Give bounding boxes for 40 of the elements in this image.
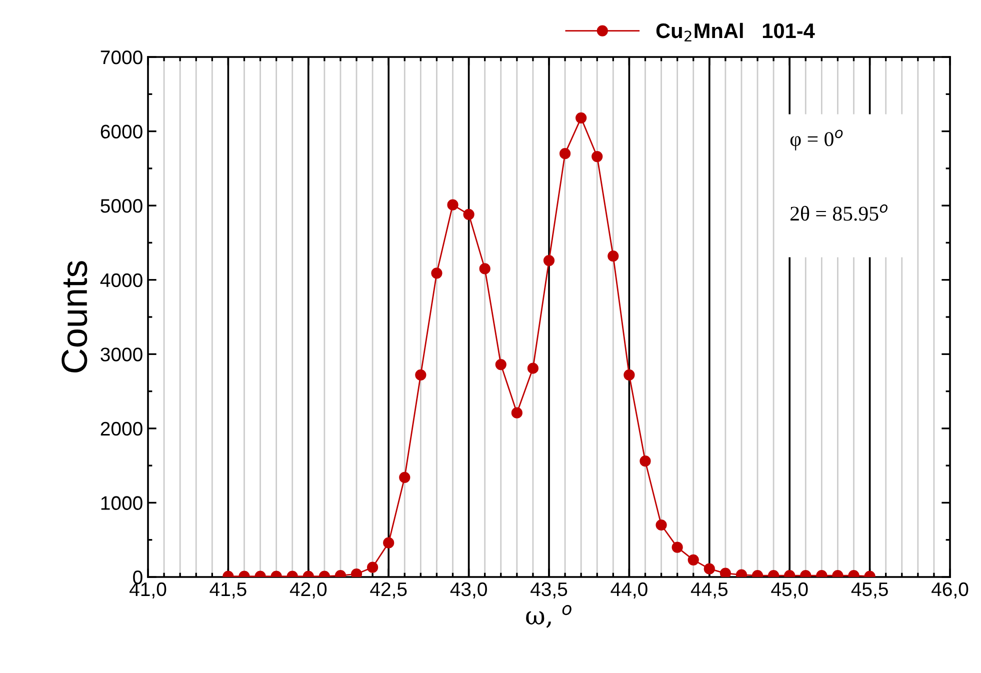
- x-tick-label: 44,5: [690, 582, 728, 598]
- x-tick-label: 43,0: [450, 582, 487, 598]
- y-tick-label: 5000: [100, 199, 142, 213]
- x-tick-label: 43,5: [530, 582, 568, 598]
- x-tick-label: 41,5: [210, 582, 246, 598]
- x-tick-label: 45,0: [771, 582, 808, 598]
- y-tick-label: 0: [133, 570, 142, 584]
- point: [543, 254, 555, 266]
- point: [463, 208, 474, 220]
- legend-label: Cu$_{2}$MnAl 101-4: [656, 22, 815, 42]
- point: [592, 150, 603, 162]
- point: [431, 268, 442, 279]
- x-tick-label: 45,5: [851, 582, 888, 598]
- point: [576, 112, 587, 124]
- y-tick-label: 6000: [100, 124, 142, 139]
- annotation: φ = 0$^{o}$: [790, 130, 843, 150]
- x-tick-label: 42,0: [290, 582, 327, 598]
- point: [447, 199, 458, 210]
- point: [608, 250, 619, 262]
- y-axis-title: Counts: [62, 261, 88, 372]
- point: [415, 369, 426, 380]
- x-tick-label: 41,0: [130, 582, 166, 598]
- x-axis-title: ω, $^{o}$: [526, 605, 572, 628]
- point: [479, 263, 490, 274]
- point: [350, 568, 362, 577]
- annotation: 2θ = 85.95$^{o}$: [790, 204, 888, 221]
- x-tick-label: 44,0: [610, 582, 648, 598]
- y-tick-label: 3000: [100, 348, 142, 362]
- point: [511, 407, 522, 418]
- point: [527, 362, 539, 374]
- point: [495, 358, 506, 370]
- x-tick-label: 42,5: [370, 582, 407, 598]
- y-tick-label: 7000: [100, 50, 142, 64]
- y-tick-label: 1000: [101, 496, 142, 510]
- point: [559, 148, 571, 160]
- x-tick-label: 46,0: [932, 582, 968, 598]
- point: [720, 568, 731, 577]
- point: [624, 369, 635, 380]
- y-tick-label: 2000: [100, 422, 142, 436]
- y-tick-label: 4000: [100, 273, 142, 288]
